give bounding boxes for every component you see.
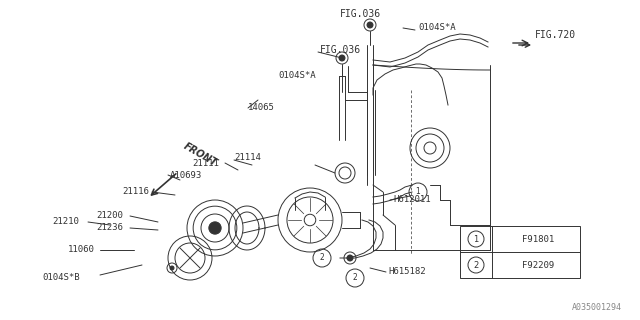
Text: 0104S*A: 0104S*A <box>278 70 316 79</box>
Text: FRONT: FRONT <box>182 141 219 168</box>
Text: FIG.036: FIG.036 <box>340 9 381 19</box>
Circle shape <box>347 255 353 261</box>
Text: A10693: A10693 <box>170 171 202 180</box>
Text: 11060: 11060 <box>68 244 95 253</box>
Text: 0104S*B: 0104S*B <box>42 274 79 283</box>
Text: 2: 2 <box>319 253 324 262</box>
Text: 21114: 21114 <box>234 154 261 163</box>
Circle shape <box>367 22 373 28</box>
Circle shape <box>339 55 345 61</box>
Text: 0104S*A: 0104S*A <box>418 23 456 33</box>
Text: 2: 2 <box>353 274 357 283</box>
Text: FIG.720: FIG.720 <box>535 30 576 40</box>
Text: H615182: H615182 <box>388 268 426 276</box>
Text: H612011: H612011 <box>393 196 431 204</box>
Text: 21236: 21236 <box>96 223 123 233</box>
Text: 1: 1 <box>415 188 420 196</box>
Circle shape <box>170 266 174 270</box>
Text: FIG.036: FIG.036 <box>320 45 361 55</box>
Text: 14065: 14065 <box>248 103 275 113</box>
Text: 21116: 21116 <box>122 187 149 196</box>
Text: 21200: 21200 <box>96 211 123 220</box>
Text: 1: 1 <box>474 235 479 244</box>
Bar <box>460 226 580 278</box>
Text: 2: 2 <box>474 260 479 269</box>
Text: 21111: 21111 <box>192 158 219 167</box>
Text: F91801: F91801 <box>522 235 554 244</box>
Text: A035001294: A035001294 <box>572 303 622 312</box>
Text: 21210: 21210 <box>52 218 79 227</box>
Circle shape <box>209 222 221 234</box>
Text: F92209: F92209 <box>522 260 554 269</box>
